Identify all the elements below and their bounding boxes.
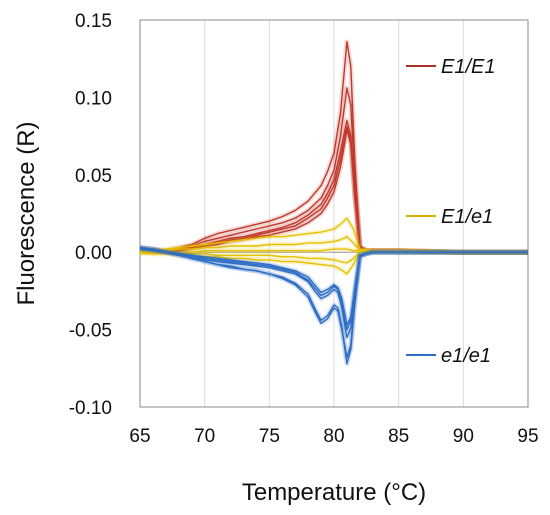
y-tick-label: -0.10 xyxy=(69,398,112,419)
y-tick-label: -0.05 xyxy=(69,321,112,342)
legend-label: E1/E1 xyxy=(441,56,495,78)
y-axis-title: Fluorescence (R) xyxy=(13,121,40,305)
series-curves xyxy=(139,39,528,367)
y-tick-label: 0.05 xyxy=(75,166,112,187)
series-curve xyxy=(139,248,528,326)
x-tick-label: 95 xyxy=(517,426,538,447)
series-2 xyxy=(139,245,528,367)
x-axis-title: Temperature (°C) xyxy=(242,479,426,506)
x-tick-label: 75 xyxy=(259,426,280,447)
series-1 xyxy=(139,215,528,277)
plot-area-frame xyxy=(139,19,529,408)
x-tick-label: 70 xyxy=(194,426,215,447)
series-curve xyxy=(139,246,528,365)
legend: E1/E1 E1/e1 e1/e1 xyxy=(406,56,495,367)
series-curve xyxy=(140,217,528,253)
legend-label: e1/e1 xyxy=(441,345,491,367)
y-tick-label: 0.10 xyxy=(75,88,112,109)
x-tick-label: 80 xyxy=(323,426,344,447)
x-tick-label: 65 xyxy=(129,426,150,447)
y-tick-label: 0.15 xyxy=(75,11,112,32)
y-axis-tick-labels: -0.10 -0.05 0.00 0.05 0.10 0.15 xyxy=(69,11,112,419)
x-tick-label: 85 xyxy=(388,426,409,447)
y-tick-label: 0.00 xyxy=(75,243,112,264)
vertical-gridlines xyxy=(204,20,464,407)
x-axis-tick-labels: 65 70 75 80 85 90 95 xyxy=(129,426,538,447)
x-tick-label: 90 xyxy=(453,426,474,447)
legend-label: E1/e1 xyxy=(441,206,493,228)
series-curve xyxy=(139,248,528,253)
